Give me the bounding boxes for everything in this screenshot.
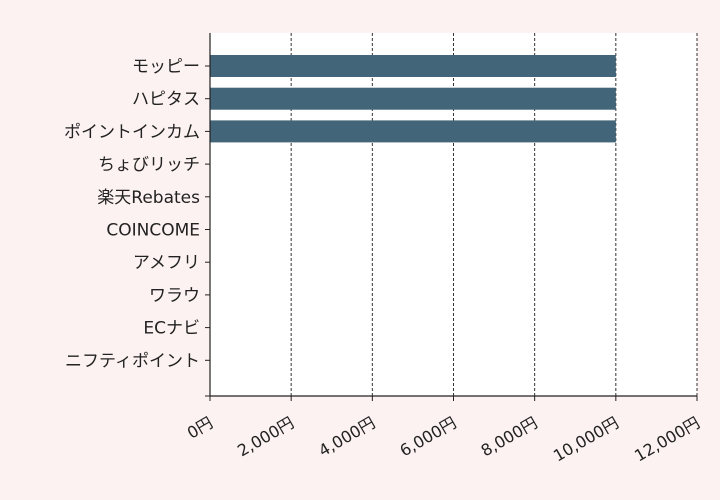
x-tick-label: 0円 — [184, 413, 216, 443]
x-tick-label: 4,000円 — [315, 413, 378, 460]
x-tick-label: 6,000円 — [396, 413, 459, 460]
x-tick-labels: 0円 2,000円 4,000円 6,000円 8,000円 10,000円 12,000円 — [184, 413, 703, 465]
category-label: ワラウ — [149, 286, 200, 306]
category-label: モッピー — [132, 57, 200, 77]
category-label: ポイントインカム — [64, 122, 200, 142]
x-tick-label: 8,000円 — [478, 413, 541, 460]
x-tick-label: 10,000円 — [550, 413, 622, 465]
bar — [210, 55, 616, 77]
category-label: ECナビ — [143, 319, 200, 339]
category-label: COINCOME — [106, 221, 200, 241]
bar — [210, 87, 616, 110]
bars — [210, 55, 616, 143]
category-label: アメフリ — [133, 253, 200, 273]
axes — [205, 33, 698, 401]
category-label: 楽天Rebates — [97, 188, 200, 208]
x-tick-label: 2,000円 — [234, 413, 297, 460]
category-label: ハピタス — [132, 90, 200, 110]
x-tick-label: 12,000円 — [631, 413, 703, 465]
bar — [210, 120, 616, 143]
category-label: ニフティポイント — [65, 351, 200, 371]
category-label: ちょびリッチ — [98, 155, 200, 175]
